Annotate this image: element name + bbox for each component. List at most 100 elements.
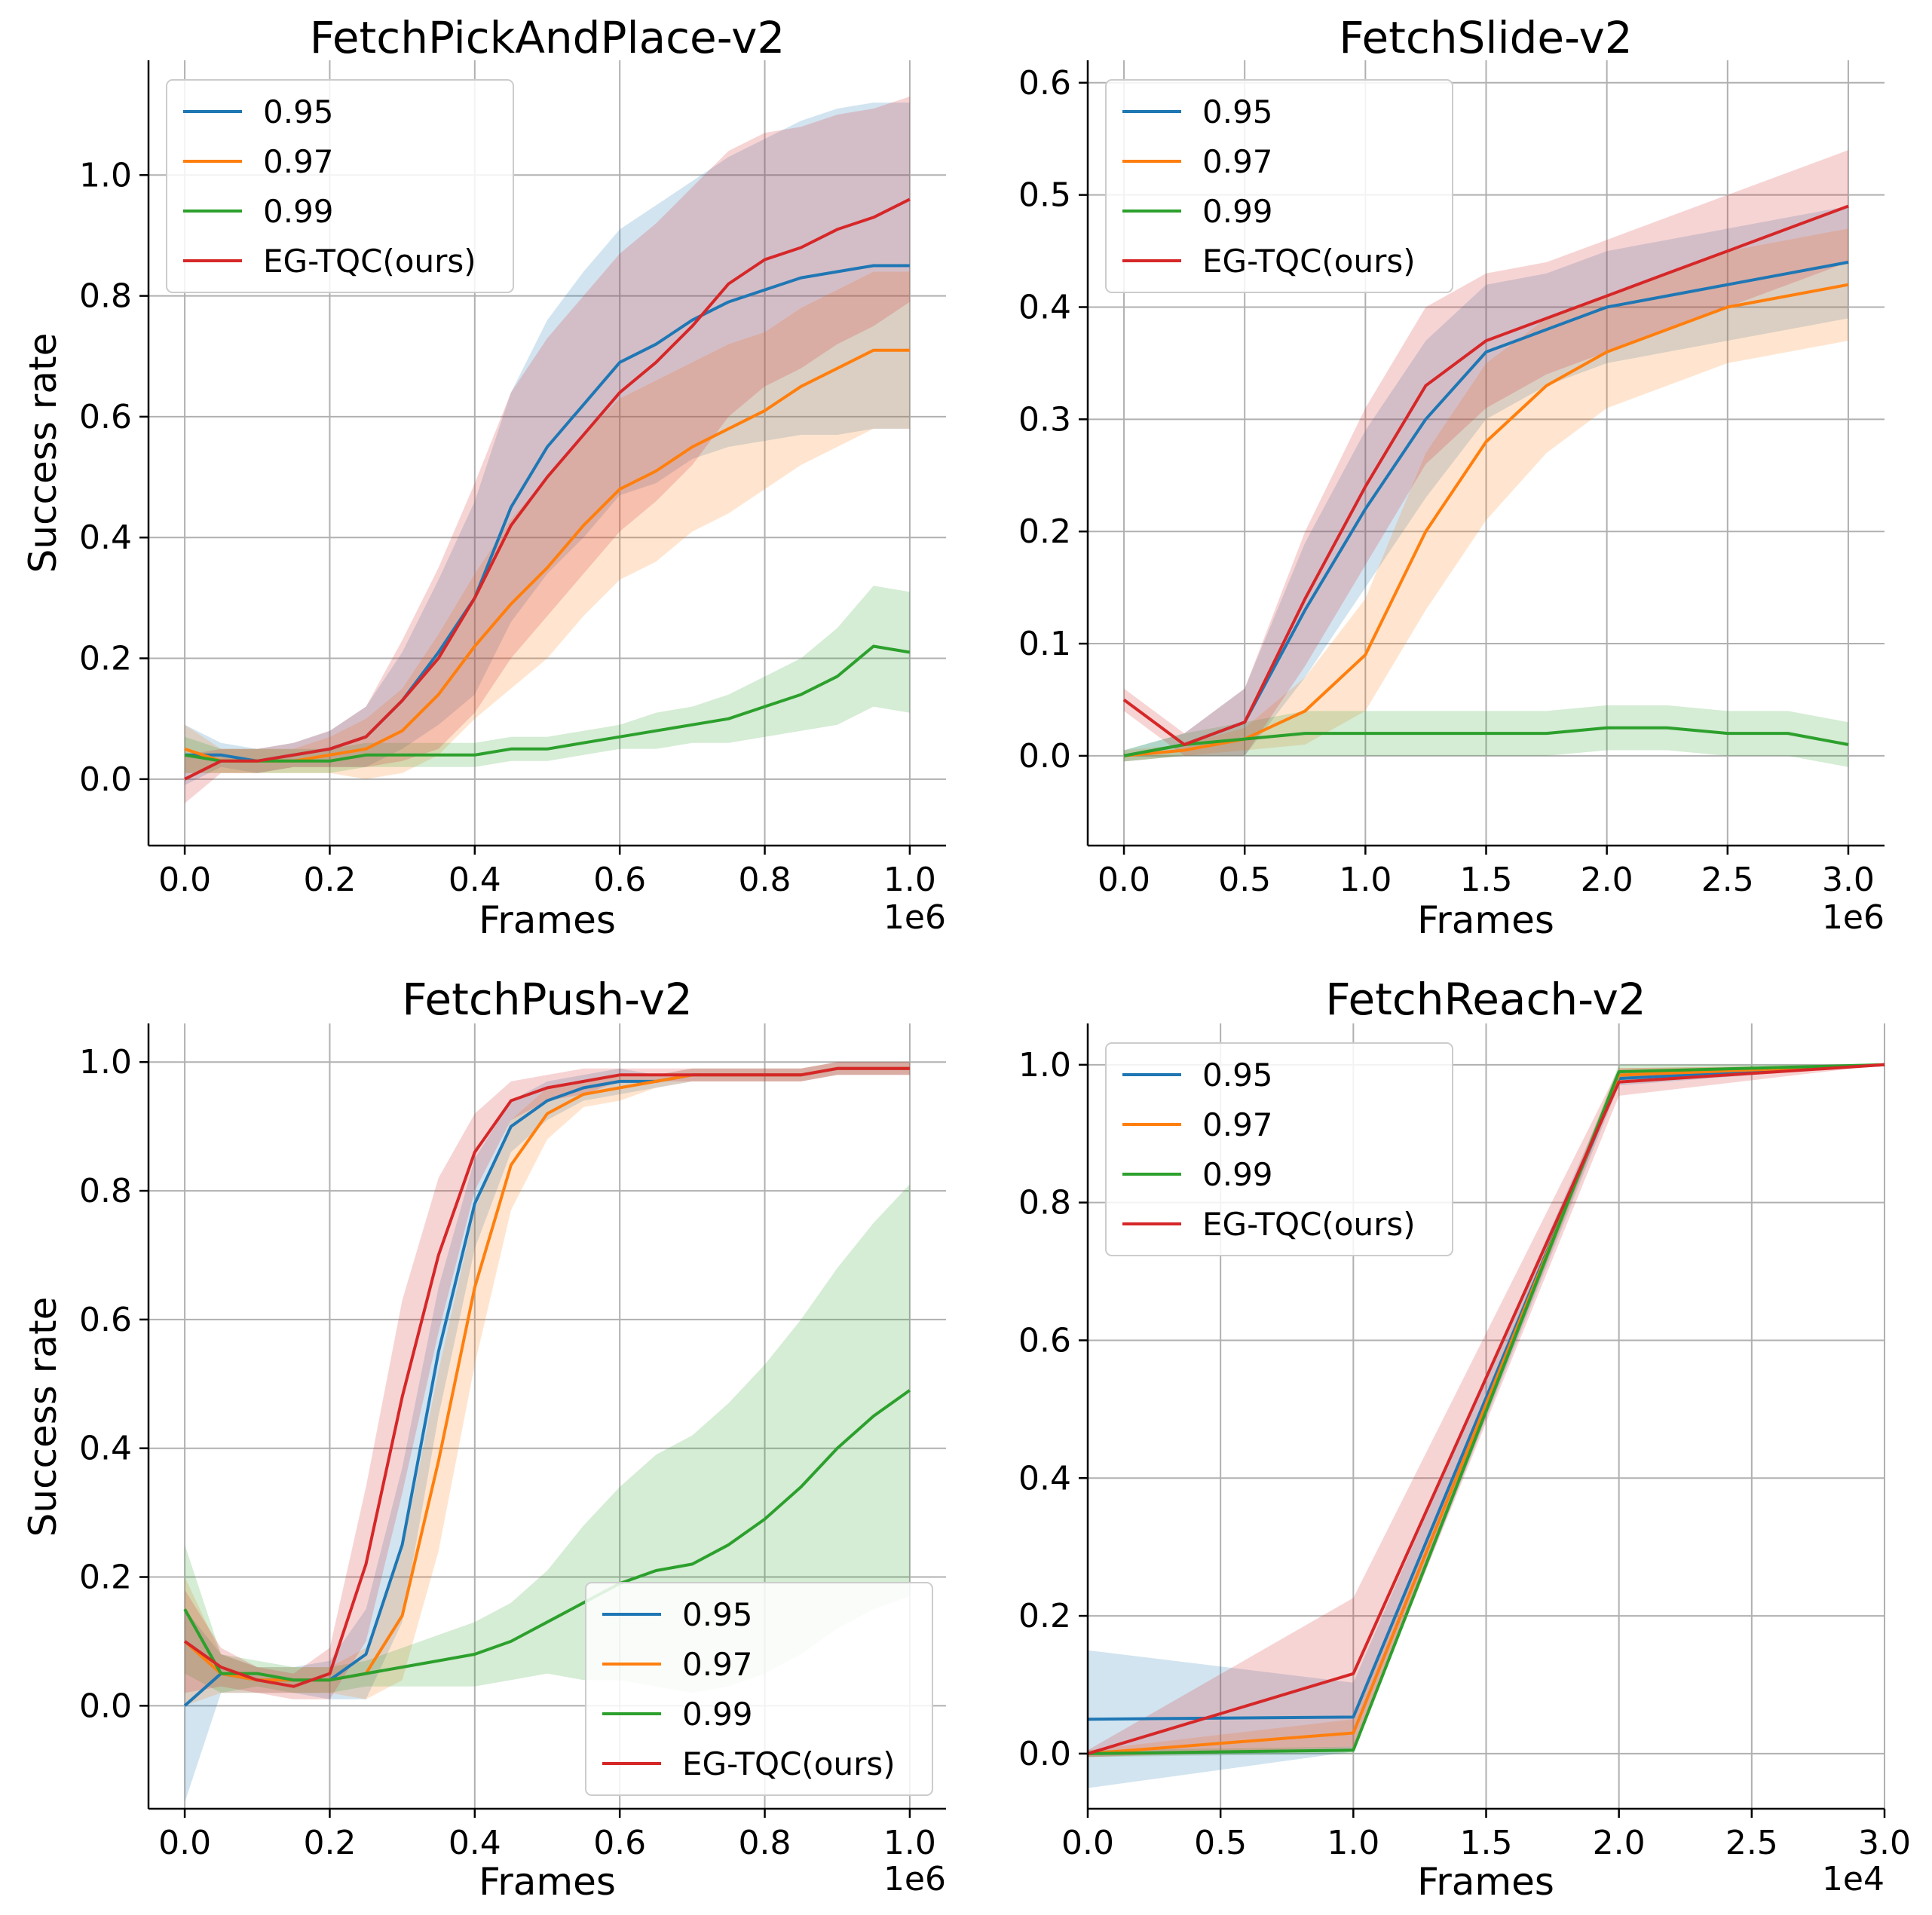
x-axis-label: Frames: [479, 1860, 616, 1904]
x-tick-label: 0.8: [739, 861, 791, 899]
x-tick-label: 0.2: [303, 1824, 356, 1862]
y-tick-label: 1.0: [79, 1043, 132, 1081]
legend-frame: [1105, 79, 1453, 293]
panel-fetchpickandplace: 0.0 0.2 0.4 0.6 0.8 1.0 0.0 0.2 0.4 0.6 0.8 1.0 Fet…: [21, 12, 946, 942]
line-0-99: [183, 1389, 911, 1682]
legend: 0.95 0.97 0.99 EG-TQC(ours): [166, 79, 514, 293]
y-tick-label: 0.0: [1018, 737, 1071, 775]
x-tick-label: 1.0: [1339, 861, 1392, 899]
x-tick-label: 1.5: [1460, 1824, 1513, 1862]
x-tick-label: 0.0: [158, 861, 211, 899]
band-eg-tqc-ours: [185, 1062, 910, 1699]
y-tick-label: 0.1: [1018, 625, 1071, 663]
legend-label-0-97: 0.97: [1202, 143, 1273, 180]
x-tick-label: 1.5: [1460, 861, 1513, 899]
y-tick-label: 1.0: [79, 156, 132, 194]
band-0-97: [1124, 228, 1848, 762]
legend-label-0-99: 0.99: [1202, 1156, 1273, 1193]
band-0-95: [1088, 1064, 1885, 1788]
y-axis-label: Success rate: [21, 333, 65, 574]
panel-title: FetchPush-v2: [402, 974, 693, 1025]
x-tick-label: 2.0: [1593, 1824, 1646, 1862]
panel-fetchslide: 0.0 0.5 1.0 1.5 2.0 2.5 3.0 0.0 0.1 0.2 0.3 0.4 0.5 0…: [1018, 12, 1885, 942]
line-0-99: [1087, 1063, 1885, 1755]
y-axis-label: Success rate: [21, 1297, 65, 1537]
x-tick-label: 0.4: [449, 861, 501, 899]
legend-frame: [166, 79, 514, 293]
ticks: 0.0 0.2 0.4 0.6 0.8 1.0 0.0 0.2 0.4 0.6 0.8 1.0: [79, 156, 936, 899]
band-0-95: [185, 102, 910, 785]
x-offset-label: 1e6: [1822, 898, 1885, 937]
x-tick-label: 2.0: [1581, 861, 1633, 899]
panel-title: FetchReach-v2: [1325, 974, 1646, 1025]
x-tick-label: 1.0: [883, 861, 936, 899]
y-tick-label: 0.2: [79, 1559, 132, 1597]
y-tick-label: 0.8: [1018, 1184, 1071, 1222]
band-0-95: [185, 1062, 910, 1803]
panel-fetchreach: 0.0 0.5 1.0 1.5 2.0 2.5 3.00.00.20.40.60.81.0 …: [1018, 974, 1911, 1904]
legend-frame: [1105, 1042, 1453, 1256]
ticks: 0.0 0.2 0.4 0.6 0.8 1.0 0.0 0.2 0.4 0.6 0.8 1.0: [79, 1043, 936, 1862]
legend-label-eg-tqc-ours: EG-TQC(ours): [1202, 1206, 1416, 1243]
axes: [147, 1023, 946, 1810]
x-axis-label: Frames: [1417, 898, 1554, 942]
x-axis-label: Frames: [1417, 1860, 1554, 1904]
legend: 0.95 0.97 0.99 EG-TQC(ours): [585, 1582, 933, 1796]
panel-title: FetchSlide-v2: [1339, 12, 1632, 63]
x-tick-label: 0.0: [158, 1824, 211, 1862]
x-tick-label: 2.5: [1701, 861, 1754, 899]
y-tick-label: 0.4: [79, 1430, 132, 1468]
legend-label-0-97: 0.97: [263, 143, 334, 180]
x-offset-label: 1e6: [883, 898, 946, 937]
line-eg-tqc-ours: [1122, 204, 1849, 746]
legend-label-0-99: 0.99: [682, 1696, 753, 1733]
x-tick-label: 2.5: [1725, 1824, 1778, 1862]
ticks: 0.0 0.5 1.0 1.5 2.0 2.5 3.0 0.0 0.1 0.2 0.3 0.4 0.5 0…: [1018, 64, 1875, 899]
y-tick-label: 0.4: [1018, 1459, 1071, 1497]
x-tick-label: 0.2: [303, 861, 356, 899]
legend-label-0-95: 0.95: [263, 93, 334, 130]
line-0-97: [184, 348, 910, 763]
band-eg-tqc-ours: [185, 96, 910, 803]
x-offset-label: 1e6: [883, 1860, 946, 1898]
confidence-bands: [185, 1062, 910, 1803]
x-tick-label: 0.5: [1194, 1824, 1247, 1862]
line-eg-tqc-ours: [183, 1066, 910, 1688]
y-tick-label: 0.2: [79, 640, 132, 678]
x-tick-label: 0.4: [449, 1824, 501, 1862]
confidence-bands: [185, 96, 910, 803]
y-tick-label: 0.2: [1018, 512, 1071, 551]
legend-label-0-97: 0.97: [682, 1646, 753, 1683]
y-tick-label: 0.6: [1018, 1321, 1071, 1360]
band-eg-tqc-ours: [1124, 150, 1848, 756]
x-tick-label: 0.8: [739, 1824, 791, 1862]
legend: 0.95 0.97 0.99 EG-TQC(ours): [1105, 79, 1453, 293]
y-tick-label: 0.6: [1018, 64, 1071, 102]
x-tick-label: 0.5: [1218, 861, 1271, 899]
y-tick-label: 0.5: [1018, 176, 1071, 215]
y-tick-label: 0.8: [79, 277, 132, 316]
panel-title: FetchPickAndPlace-v2: [310, 12, 785, 63]
band-0-99: [1124, 705, 1848, 767]
band-0-99: [185, 586, 910, 773]
ticks: 0.0 0.5 1.0 1.5 2.0 2.5 3.0 0.0 0.2 0.4 0.6 0.8 1.0: [1018, 1046, 1911, 1862]
x-offset-label: 1e4: [1822, 1860, 1885, 1898]
panel-fetchpush: 0.0 0.2 0.4 0.6 0.8 1.0 0.0 0.2 0.4 0.6 0.8 1.0 Fet…: [21, 974, 946, 1904]
legend-label-0-97: 0.97: [1202, 1106, 1273, 1143]
y-tick-label: 0.8: [79, 1172, 132, 1210]
y-tick-label: 0.6: [79, 1301, 132, 1339]
band-0-95: [1124, 206, 1848, 762]
legend-frame: [585, 1582, 933, 1796]
x-tick-label: 0.6: [593, 1824, 646, 1862]
x-tick-label: 1.0: [883, 1824, 936, 1862]
legend-label-eg-tqc-ours: EG-TQC(ours): [682, 1745, 896, 1782]
y-tick-label: 0.4: [1018, 288, 1071, 326]
y-tick-label: 0.0: [79, 1687, 132, 1725]
legend: 0.95 0.97 0.99 EG-TQC(ours): [1105, 1042, 1453, 1256]
band-0-97: [185, 271, 910, 779]
y-tick-label: 0.4: [79, 519, 132, 557]
series-lines: [184, 197, 911, 781]
legend-label-0-95: 0.95: [1202, 1057, 1273, 1094]
x-axis-label: Frames: [479, 898, 616, 942]
